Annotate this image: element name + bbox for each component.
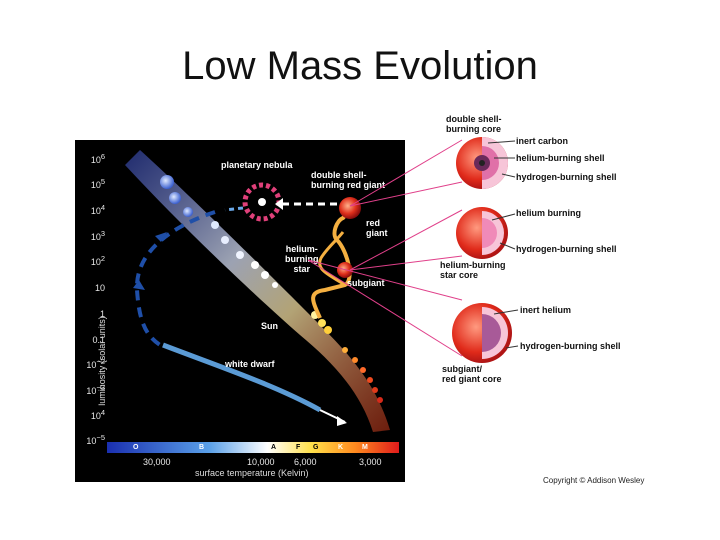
- double-shell-core-graphic: [456, 137, 516, 189]
- x-tick: 30,000: [143, 457, 171, 467]
- core-layer-label: hydrogen-burning shell: [516, 244, 617, 254]
- spectral-class: G: [313, 444, 319, 451]
- core-title-subgiant: subgiant/ red giant core: [442, 364, 502, 384]
- core-title-helium-burning: helium-burning star core: [440, 260, 506, 280]
- y-tick: 10−3: [86, 383, 105, 396]
- hr-diagram-graphics: [107, 150, 399, 453]
- y-tick: 106: [90, 152, 105, 165]
- core-layer-label: helium burning: [516, 208, 581, 218]
- x-tick: 6,000: [294, 457, 317, 467]
- y-tick: 104: [90, 408, 105, 421]
- core-title-double-shell: double shell- burning core: [446, 114, 502, 134]
- copyright-text: Copyright © Addison Wesley: [543, 476, 645, 485]
- spectral-class: B: [199, 444, 205, 451]
- x-tick: 10,000: [247, 457, 275, 467]
- y-tick: 1: [99, 309, 105, 319]
- label-planetary-nebula: planetary nebula: [221, 160, 293, 170]
- label-helium-burning-star: helium- burning star: [285, 244, 319, 274]
- slide-title: Low Mass Evolution: [182, 44, 538, 88]
- planetary-nebula: [242, 182, 282, 222]
- y-tick: 0.1: [92, 335, 105, 345]
- label-double-shell-red-giant: double shell- burning red giant: [311, 170, 385, 190]
- label-sun: Sun: [261, 321, 278, 331]
- core-layer-label: hydrogen-burning shell: [516, 172, 617, 182]
- y-tick: 10−2: [86, 357, 105, 370]
- white-dwarf-track: [162, 342, 322, 413]
- helium-burning-core-graphic: [456, 207, 516, 259]
- y-tick: 103: [90, 229, 105, 242]
- label-red-giant: red giant: [366, 218, 388, 238]
- spectral-bar: [107, 442, 399, 453]
- core-layer-label: hydrogen-burning shell: [520, 341, 621, 351]
- y-axis-label: luminosity (solar units): [97, 316, 107, 406]
- spectral-class: K: [338, 444, 344, 451]
- label-white-dwarf: white dwarf: [225, 359, 275, 369]
- hr-diagram: 106 105 104 103 102 10 1 0.1 10−2 10−3 1…: [75, 140, 405, 482]
- spectral-class: F: [296, 444, 301, 451]
- x-axis-label: surface temperature (Kelvin): [195, 468, 309, 478]
- core-layer-label: inert carbon: [516, 136, 569, 146]
- y-tick: 105: [90, 177, 105, 190]
- y-tick: 102: [90, 254, 105, 267]
- core-layer-label: inert helium: [520, 305, 572, 315]
- core-diagrams: double shell- burning core inert carbon …: [420, 108, 670, 498]
- red-giant-star: [339, 197, 361, 219]
- spectral-class: M: [362, 444, 368, 451]
- main-sequence-band: [125, 150, 390, 432]
- subgiant-core-graphic: [452, 303, 519, 363]
- spectral-class: A: [271, 444, 277, 451]
- subgiant-star: [337, 262, 353, 278]
- x-tick: 3,000: [359, 457, 382, 467]
- dashed-track: [134, 210, 216, 347]
- label-subgiant: subgiant: [347, 278, 385, 288]
- y-tick: 10−5: [86, 433, 105, 446]
- y-tick: 104: [90, 203, 105, 216]
- core-layer-label: helium-burning shell: [516, 153, 605, 163]
- spectral-class: O: [133, 444, 139, 451]
- y-tick: 10: [94, 283, 105, 293]
